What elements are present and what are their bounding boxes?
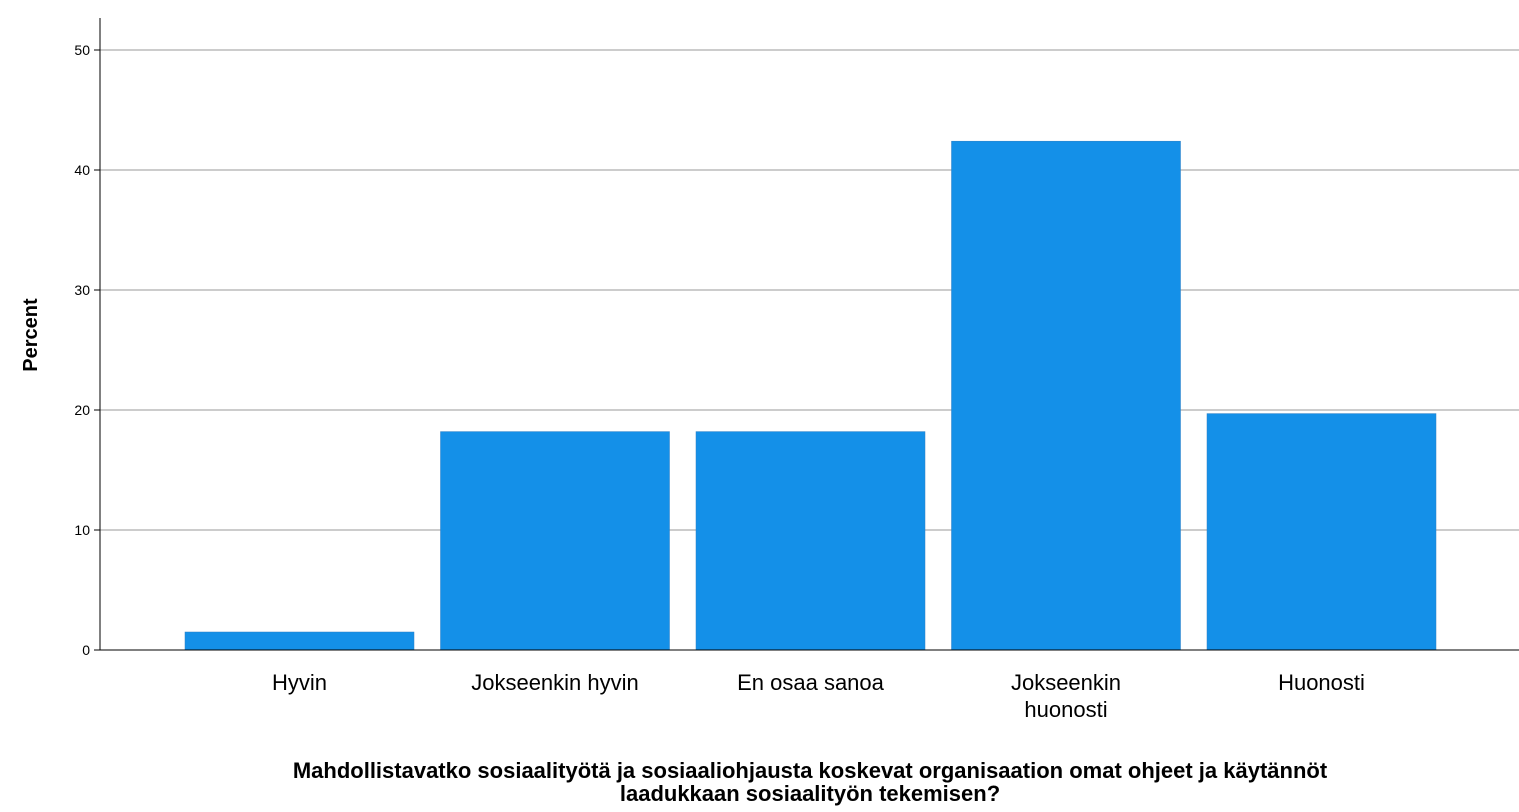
bar bbox=[1206, 413, 1437, 651]
y-tick-label: 20 bbox=[74, 402, 90, 418]
bar bbox=[440, 431, 670, 651]
y-tick-label: 50 bbox=[74, 42, 90, 58]
x-category-labels: Hyvin Jokseenkin hyvin En osaa sanoa Joksee… bbox=[272, 670, 1365, 722]
bar bbox=[184, 631, 415, 651]
y-tick-label: 30 bbox=[74, 282, 90, 298]
y-tick-label: 10 bbox=[74, 522, 90, 538]
y-tick-labels: 0 10 20 30 40 50 bbox=[74, 42, 90, 658]
x-tick-label: En osaa sanoa bbox=[737, 670, 885, 695]
y-tick-label: 0 bbox=[82, 642, 90, 658]
x-tick-label: Huonosti bbox=[1278, 670, 1365, 695]
x-tick-label: Jokseenkin huonosti bbox=[1011, 670, 1121, 722]
y-tick-label: 40 bbox=[74, 162, 90, 178]
y-axis-label: Percent bbox=[20, 298, 42, 372]
bar bbox=[695, 431, 926, 651]
x-tick-label: Hyvin bbox=[272, 670, 327, 695]
bar bbox=[951, 140, 1181, 651]
bars bbox=[184, 140, 1437, 651]
x-tick-label: Jokseenkin hyvin bbox=[471, 670, 639, 695]
axes bbox=[94, 18, 1519, 651]
x-axis-label: Mahdollistavatko sosiaalityötä ja sosiaa… bbox=[293, 758, 1328, 806]
